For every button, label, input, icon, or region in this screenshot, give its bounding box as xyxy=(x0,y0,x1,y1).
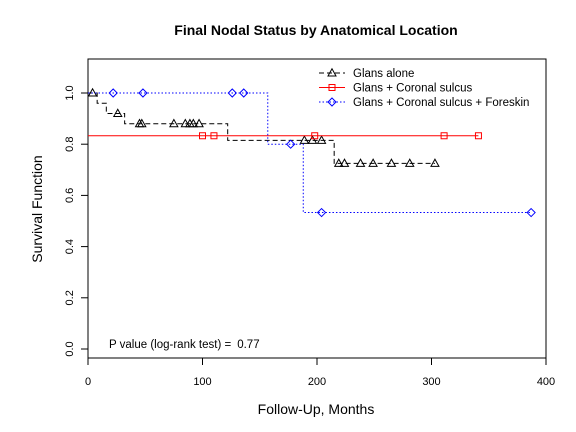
x-tick-label: 200 xyxy=(308,376,326,388)
censor-marker xyxy=(112,108,123,117)
censor-marker xyxy=(316,135,327,144)
series-2 xyxy=(88,88,536,218)
p-value-annotation: P value (log-rank test) = 0.77 xyxy=(109,339,260,351)
legend-marker xyxy=(327,97,337,107)
censor-marker xyxy=(474,132,482,140)
x-tick-label: 400 xyxy=(537,376,555,388)
censor-marker xyxy=(339,158,350,167)
censor-marker xyxy=(194,118,204,128)
y-tick-label: 1.0 xyxy=(64,85,76,100)
series-0 xyxy=(87,87,440,167)
censor-marker xyxy=(199,132,206,140)
series-line xyxy=(88,92,435,164)
y-tick-label: 0.2 xyxy=(64,290,76,305)
censor-marker xyxy=(210,132,218,140)
legend-label: Glans alone xyxy=(353,68,414,80)
censor-marker xyxy=(227,88,237,98)
legend: Glans alone Glans + Coronal sulcus Glans +… xyxy=(319,67,529,109)
censor-marker xyxy=(239,88,249,98)
p-value-number: 0.77 xyxy=(237,339,259,351)
censor-marker xyxy=(355,158,366,167)
censor-marker xyxy=(108,88,118,98)
censor-marker xyxy=(368,158,378,167)
y-tick-label: 0.8 xyxy=(64,137,76,152)
y-tick-label: 0.4 xyxy=(64,239,76,254)
censor-marker xyxy=(285,139,296,149)
censor-marker xyxy=(526,207,536,218)
x-tick-label: 100 xyxy=(193,376,211,388)
censor-marker xyxy=(311,132,319,140)
survival-curves xyxy=(87,87,536,218)
censor-marker xyxy=(440,132,448,140)
y-axis: 0.0 0.2 0.4 0.6 0.8 1.0 xyxy=(64,85,88,357)
legend-marker xyxy=(327,67,337,77)
legend-marker xyxy=(328,84,336,91)
censor-marker xyxy=(333,158,344,167)
y-axis-label: Survival Function xyxy=(29,155,45,262)
x-tick-label: 300 xyxy=(422,376,440,388)
censor-marker xyxy=(136,118,147,128)
y-tick-label: 0.6 xyxy=(64,188,76,203)
censor-marker xyxy=(138,88,148,98)
censor-marker xyxy=(169,118,179,128)
censor-marker xyxy=(430,158,440,167)
y-tick-label: 0.0 xyxy=(64,341,76,356)
censor-marker xyxy=(299,135,310,144)
series-1 xyxy=(88,132,482,140)
chart-title: Final Nodal Status by Anatomical Locatio… xyxy=(174,22,457,38)
censor-marker xyxy=(188,118,199,128)
series-line xyxy=(88,92,532,214)
censor-marker xyxy=(180,118,191,128)
p-value-label: P value (log-rank test) = xyxy=(109,339,231,351)
x-tick-label: 0 xyxy=(85,376,91,388)
x-axis: 0 100 200 300 400 xyxy=(85,358,555,388)
x-axis-label: Follow-Up, Months xyxy=(258,401,375,417)
legend-item: Glans + Coronal sulcus xyxy=(319,83,472,95)
legend-item: Glans + Coronal sulcus + Foreskin xyxy=(319,97,529,109)
censor-marker xyxy=(87,87,98,97)
censor-marker xyxy=(307,135,318,144)
legend-label: Glans + Coronal sulcus + Foreskin xyxy=(353,97,529,109)
censor-marker xyxy=(316,207,327,218)
legend-item: Glans alone xyxy=(319,67,414,80)
censor-marker xyxy=(404,158,415,167)
censor-marker xyxy=(386,158,397,167)
legend-label: Glans + Coronal sulcus xyxy=(353,83,472,95)
